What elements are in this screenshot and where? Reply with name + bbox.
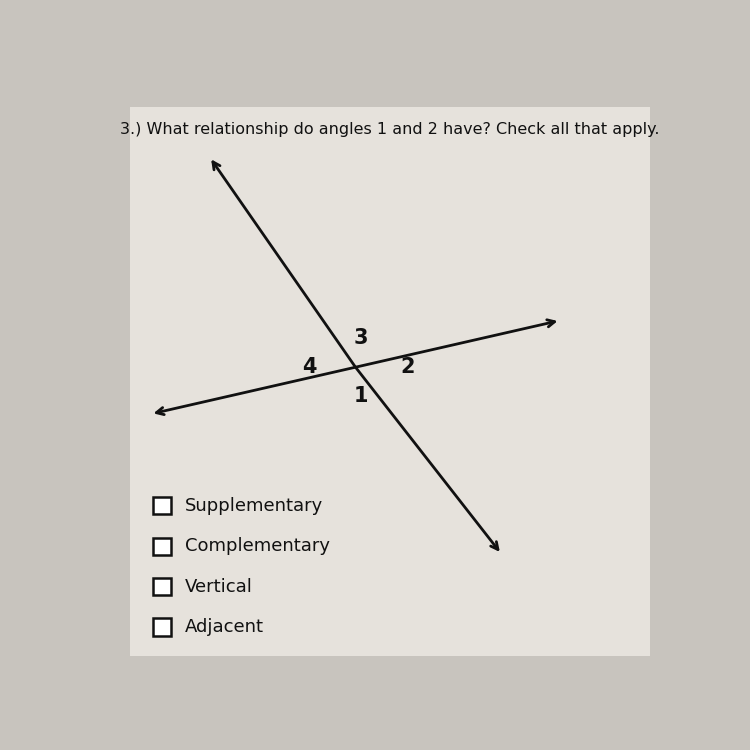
Bar (153, 619, 171, 636)
FancyBboxPatch shape (130, 107, 650, 656)
Text: Adjacent: Adjacent (185, 618, 264, 636)
Bar (153, 538, 171, 555)
Text: 3.) What relationship do angles 1 and 2 have? Check all that apply.: 3.) What relationship do angles 1 and 2 … (121, 122, 660, 136)
Text: 4: 4 (302, 357, 316, 377)
Bar (153, 497, 171, 514)
Text: Supplementary: Supplementary (185, 496, 323, 514)
Text: 3: 3 (354, 328, 368, 348)
Text: 1: 1 (354, 386, 368, 406)
Text: Complementary: Complementary (185, 537, 330, 555)
Text: Vertical: Vertical (185, 578, 253, 596)
Text: 2: 2 (400, 357, 415, 377)
Bar (153, 578, 171, 596)
